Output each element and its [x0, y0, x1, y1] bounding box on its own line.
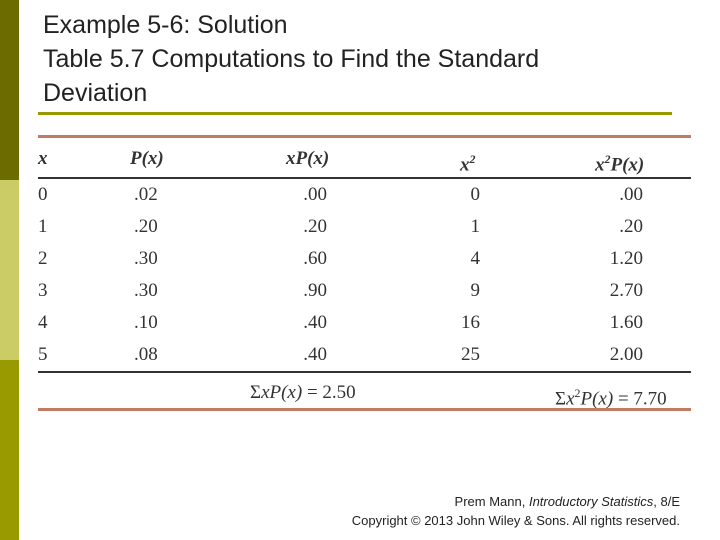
title-line-3: Deviation: [43, 79, 148, 107]
cell-px: .30: [134, 248, 158, 269]
table-row: 3 .30 .90 9 2.70: [38, 275, 691, 307]
sum-xpx-value: = 2.50: [306, 382, 356, 403]
header-x: x: [38, 148, 48, 169]
table-row: 0 .02 .00 0 .00: [38, 179, 691, 211]
sigma-symbol: Σ: [555, 388, 567, 410]
table-sum-rule: [38, 371, 691, 373]
sidebar-segment-top: [0, 0, 19, 180]
table-bottom-rule: [38, 408, 691, 411]
header-x2-base: x: [460, 154, 470, 176]
cell-x2: 25: [461, 344, 480, 365]
cell-px: .02: [134, 184, 158, 205]
cell-xpx: .00: [303, 184, 327, 205]
sidebar-segment-bottom: [0, 360, 19, 540]
sum-x2px-x: x: [566, 388, 575, 410]
header-xpx: xP(x): [286, 148, 330, 169]
header-x2: x2: [460, 143, 476, 175]
cell-x: 3: [38, 280, 48, 301]
sum-x2px: Σx2P(x) = 7.70: [555, 377, 667, 415]
cell-px: .10: [134, 312, 158, 333]
table-top-rule: [38, 135, 691, 138]
sidebar-segment-middle: [0, 180, 19, 360]
sigma-symbol: Σ: [250, 382, 262, 403]
cell-x: 5: [38, 344, 48, 365]
cell-xpx: .90: [303, 280, 327, 301]
cell-x2: 16: [461, 312, 480, 333]
cell-x2: 0: [470, 184, 481, 205]
cell-x2: 9: [470, 280, 481, 301]
citation-footer: Prem Mann, Introductory Statistics, 8/E …: [352, 492, 680, 530]
table-row: 4 .10 .40 16 1.60: [38, 307, 691, 339]
sum-x2px-rest: P(x): [580, 388, 614, 410]
cell-px: .20: [134, 216, 158, 237]
title-line-1: Example 5-6: Solution: [43, 11, 288, 39]
header-px: P(x): [130, 148, 164, 169]
sum-xpx: ΣxP(x) = 2.50: [250, 377, 356, 409]
table-row: 2 .30 .60 4 1.20: [38, 243, 691, 275]
cell-x2px: .00: [619, 184, 643, 205]
cell-xpx: .60: [303, 248, 327, 269]
footer-edition: , 8/E: [653, 494, 680, 509]
header-x2px-base: x: [595, 154, 605, 176]
title-underline: [38, 112, 672, 115]
cell-x2: 1: [470, 216, 481, 237]
cell-x2: 4: [470, 248, 481, 269]
cell-x2px: 2.70: [609, 280, 643, 301]
left-decorative-bar: [0, 0, 19, 540]
table-sum-row: ΣxP(x) = 2.50 Σx2P(x) = 7.70: [38, 377, 691, 409]
table-row: 5 .08 .40 25 2.00: [38, 339, 691, 371]
cell-x: 1: [38, 216, 48, 237]
cell-xpx: .40: [303, 344, 327, 365]
cell-x: 4: [38, 312, 48, 333]
cell-xpx: .40: [303, 312, 327, 333]
sum-x2px-value: = 7.70: [617, 388, 667, 410]
cell-x2px: 1.20: [609, 248, 643, 269]
cell-xpx: .20: [303, 216, 327, 237]
footer-book: Introductory Statistics: [528, 494, 654, 509]
header-x2px-rest: P(x): [610, 154, 645, 176]
table-header-row: x P(x) xP(x) x2 x2P(x): [38, 143, 691, 175]
title-line-2: Table 5.7 Computations to Find the Stand…: [43, 45, 540, 73]
cell-px: .30: [134, 280, 158, 301]
cell-x2px: .20: [619, 216, 643, 237]
header-x2px: x2P(x): [595, 143, 644, 175]
slide-title: Example 5-6: Solution Table 5.7 Computat…: [43, 8, 683, 110]
footer-copyright: Copyright © 2013 John Wiley & Sons. All …: [351, 513, 680, 528]
header-x2-exp: 2: [469, 152, 476, 166]
footer-author: Prem Mann,: [454, 494, 529, 509]
sum-xpx-expr: xP(x): [261, 382, 303, 403]
footer-source: Prem Mann, Introductory Statistics, 8/E: [352, 492, 680, 511]
cell-x2px: 2.00: [609, 344, 643, 365]
header-x2px-exp: 2: [604, 152, 611, 166]
cell-px: .08: [134, 344, 158, 365]
table-row: 1 .20 .20 1 .20: [38, 211, 691, 243]
table-header-rule: [38, 177, 691, 179]
cell-x: 2: [38, 248, 48, 269]
sum-x2px-exp: 2: [574, 386, 581, 400]
cell-x2px: 1.60: [609, 312, 643, 333]
cell-x: 0: [38, 184, 48, 205]
